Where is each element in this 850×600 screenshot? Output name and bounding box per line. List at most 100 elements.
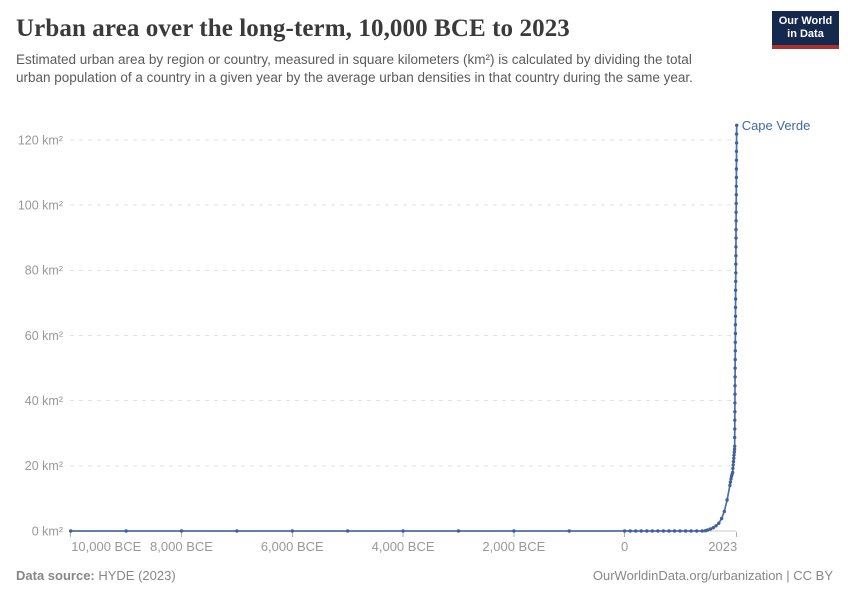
data-point-marker[interactable]: [290, 529, 294, 533]
data-point-marker[interactable]: [734, 149, 739, 154]
data-point-marker[interactable]: [512, 529, 516, 533]
data-point-marker[interactable]: [733, 297, 738, 301]
data-point-marker[interactable]: [456, 529, 461, 533]
data-point-marker[interactable]: [734, 236, 738, 240]
data-point-marker[interactable]: [733, 392, 737, 396]
data-point-marker[interactable]: [735, 123, 739, 127]
data-point-marker[interactable]: [734, 201, 738, 206]
data-point-marker[interactable]: [733, 384, 737, 388]
data-point-marker[interactable]: [722, 509, 726, 514]
data-point-marker[interactable]: [124, 529, 128, 533]
gridlines-group: 0 km² 20 km² 40 km² 60 km² 80 km² 100 km² 120 …: [18, 133, 737, 538]
data-point-marker[interactable]: [731, 459, 736, 464]
data-point-marker[interactable]: [733, 427, 737, 431]
data-point-marker[interactable]: [733, 444, 737, 448]
data-point-marker[interactable]: [678, 529, 682, 533]
chart-subtitle: Estimated urban area by region or countr…: [16, 52, 693, 85]
data-point-marker[interactable]: [732, 447, 737, 451]
datasource-label: Data source:: [16, 568, 95, 583]
data-point-marker[interactable]: [733, 357, 737, 362]
data-point-marker[interactable]: [700, 529, 704, 533]
data-point-marker[interactable]: [734, 175, 739, 180]
data-point-marker[interactable]: [733, 366, 737, 370]
data-point-marker[interactable]: [346, 529, 350, 533]
data-point-marker[interactable]: [717, 521, 721, 525]
data-point-marker[interactable]: [734, 227, 738, 232]
data-point-marker[interactable]: [401, 529, 405, 533]
data-point-marker[interactable]: [734, 141, 739, 145]
data-point-marker[interactable]: [714, 524, 718, 528]
data-point-marker[interactable]: [734, 132, 739, 136]
data-point-marker[interactable]: [734, 279, 738, 284]
data-point-marker[interactable]: [733, 305, 738, 310]
data-point-marker[interactable]: [706, 528, 710, 532]
data-point-marker[interactable]: [725, 498, 729, 502]
data-point-marker[interactable]: [667, 529, 671, 533]
data-point-marker[interactable]: [733, 349, 737, 353]
data-point-marker[interactable]: [734, 245, 738, 249]
data-point-marker[interactable]: [728, 480, 733, 484]
data-point-marker[interactable]: [734, 193, 738, 197]
data-point-marker[interactable]: [734, 210, 738, 214]
data-point-marker[interactable]: [661, 529, 666, 533]
data-point-marker[interactable]: [656, 529, 660, 533]
owid-logo[interactable]: Our World in Data: [772, 11, 839, 49]
data-point-marker[interactable]: [634, 529, 638, 533]
data-point-marker[interactable]: [695, 529, 699, 533]
data-point-marker[interactable]: [719, 516, 724, 521]
data-point-marker[interactable]: [733, 340, 737, 344]
footer-license-link[interactable]: OurWorldinData.org/urbanization | CC BY: [592, 568, 833, 583]
data-point-marker[interactable]: [179, 529, 184, 533]
data-point-marker[interactable]: [733, 375, 737, 379]
data-point-marker[interactable]: [733, 401, 737, 405]
data-point-marker[interactable]: [628, 529, 632, 533]
data-point-marker[interactable]: [645, 529, 649, 533]
data-point-marker[interactable]: [731, 466, 735, 471]
data-point-marker[interactable]: [639, 529, 643, 533]
data-point-marker[interactable]: [69, 529, 73, 533]
owid-logo-line2: in Data: [787, 28, 824, 40]
entity-label-cape-verde[interactable]: Cape Verde: [742, 118, 811, 133]
data-point-marker[interactable]: [683, 529, 688, 533]
data-point-marker[interactable]: [729, 477, 733, 481]
data-point-marker[interactable]: [650, 529, 654, 533]
data-point-marker[interactable]: [733, 435, 737, 440]
data-point-marker[interactable]: [731, 470, 735, 475]
data-point-marker[interactable]: [732, 456, 736, 460]
x-axis-tick-label: 0: [621, 539, 628, 554]
data-point-marker[interactable]: [733, 314, 738, 318]
data-point-marker[interactable]: [734, 167, 739, 171]
data-point-marker[interactable]: [733, 288, 738, 292]
data-point-marker[interactable]: [733, 418, 737, 422]
page-title: Urban area over the long-term, 10,000 BC…: [16, 15, 570, 42]
x-axis-tick-label: 2023: [708, 539, 737, 554]
data-point-marker[interactable]: [235, 529, 239, 533]
series-line[interactable]: [69, 124, 738, 532]
data-point-marker[interactable]: [734, 184, 738, 188]
data-point-marker[interactable]: [733, 331, 738, 336]
data-point-marker[interactable]: [733, 323, 738, 327]
data-point-marker[interactable]: [733, 410, 737, 414]
x-axis-group: 10,000 BCE 8,000 BCE 6,000 BCE 4,000 BCE 2,0…: [70, 532, 738, 554]
data-point-marker[interactable]: [728, 483, 732, 488]
chart-footer: Data source: HYDE (2023) OurWorldinData.…: [16, 568, 833, 583]
data-point-marker[interactable]: [708, 527, 713, 531]
series-group: Cape Verde: [69, 118, 810, 533]
data-point-marker[interactable]: [672, 529, 677, 533]
data-point-marker[interactable]: [732, 453, 736, 457]
x-axis-tick-label: 8,000 BCE: [150, 539, 213, 554]
data-point-marker[interactable]: [567, 529, 571, 533]
x-axis-tick-label: 2,000 BCE: [482, 539, 545, 554]
data-point-marker[interactable]: [689, 529, 693, 533]
data-point-marker[interactable]: [711, 526, 715, 530]
data-point-marker[interactable]: [731, 463, 735, 467]
data-point-marker[interactable]: [734, 254, 738, 258]
data-point-marker[interactable]: [734, 219, 738, 223]
data-point-marker[interactable]: [622, 529, 627, 533]
data-point-marker[interactable]: [734, 262, 738, 266]
data-point-marker[interactable]: [732, 450, 736, 454]
data-point-marker[interactable]: [734, 271, 738, 275]
data-point-marker[interactable]: [734, 158, 739, 162]
chart-plot-area: 0 km² 20 km² 40 km² 60 km² 80 km² 100 km² 120 …: [18, 118, 811, 554]
